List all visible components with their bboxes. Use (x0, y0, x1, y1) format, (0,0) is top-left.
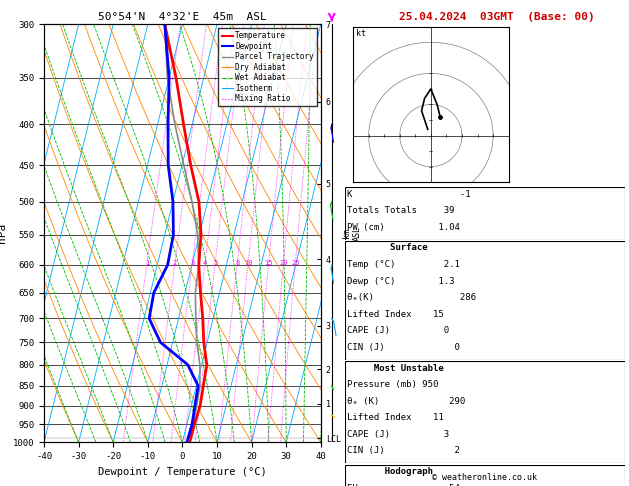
Text: CIN (J)             2: CIN (J) 2 (347, 446, 459, 455)
Text: θₑ(K)                286: θₑ(K) 286 (347, 293, 476, 302)
Text: Pressure (mb) 950: Pressure (mb) 950 (347, 380, 438, 389)
Text: Surface: Surface (347, 243, 427, 253)
Y-axis label: hPa: hPa (0, 223, 8, 243)
Text: 25: 25 (291, 260, 299, 266)
Text: Lifted Index    11: Lifted Index 11 (347, 413, 443, 422)
Text: Dewp (°C)        1.3: Dewp (°C) 1.3 (347, 277, 454, 286)
X-axis label: Dewpoint / Temperature (°C): Dewpoint / Temperature (°C) (98, 467, 267, 477)
Text: Most Unstable: Most Unstable (347, 364, 443, 373)
Text: EH                 54: EH 54 (347, 484, 459, 486)
Text: 4: 4 (203, 260, 207, 266)
Text: 1: 1 (145, 260, 149, 266)
Text: CAPE (J)          3: CAPE (J) 3 (347, 430, 448, 439)
Text: 3: 3 (190, 260, 194, 266)
Text: 20: 20 (279, 260, 287, 266)
Text: Hodograph: Hodograph (347, 467, 433, 476)
Text: 8: 8 (235, 260, 240, 266)
Text: PW (cm)          1.04: PW (cm) 1.04 (347, 223, 459, 232)
Text: Totals Totals     39: Totals Totals 39 (347, 206, 454, 215)
Y-axis label: km
ASL: km ASL (342, 226, 362, 241)
Text: Lifted Index    15: Lifted Index 15 (347, 310, 443, 319)
Title: 50°54'N  4°32'E  45m  ASL: 50°54'N 4°32'E 45m ASL (98, 12, 267, 22)
Text: θₑ (K)             290: θₑ (K) 290 (347, 397, 465, 406)
Text: kt: kt (356, 29, 366, 38)
Text: 2: 2 (173, 260, 177, 266)
Text: 5: 5 (213, 260, 217, 266)
Text: 15: 15 (264, 260, 273, 266)
Text: 25.04.2024  03GMT  (Base: 00): 25.04.2024 03GMT (Base: 00) (399, 12, 595, 22)
Text: K                    -1: K -1 (347, 190, 470, 199)
Text: 10: 10 (244, 260, 252, 266)
Text: Temp (°C)         2.1: Temp (°C) 2.1 (347, 260, 459, 269)
Legend: Temperature, Dewpoint, Parcel Trajectory, Dry Adiabat, Wet Adiabat, Isotherm, Mi: Temperature, Dewpoint, Parcel Trajectory… (218, 28, 317, 106)
Text: CAPE (J)          0: CAPE (J) 0 (347, 326, 448, 335)
Text: CIN (J)             0: CIN (J) 0 (347, 343, 459, 352)
Text: © weatheronline.co.uk: © weatheronline.co.uk (432, 473, 537, 482)
